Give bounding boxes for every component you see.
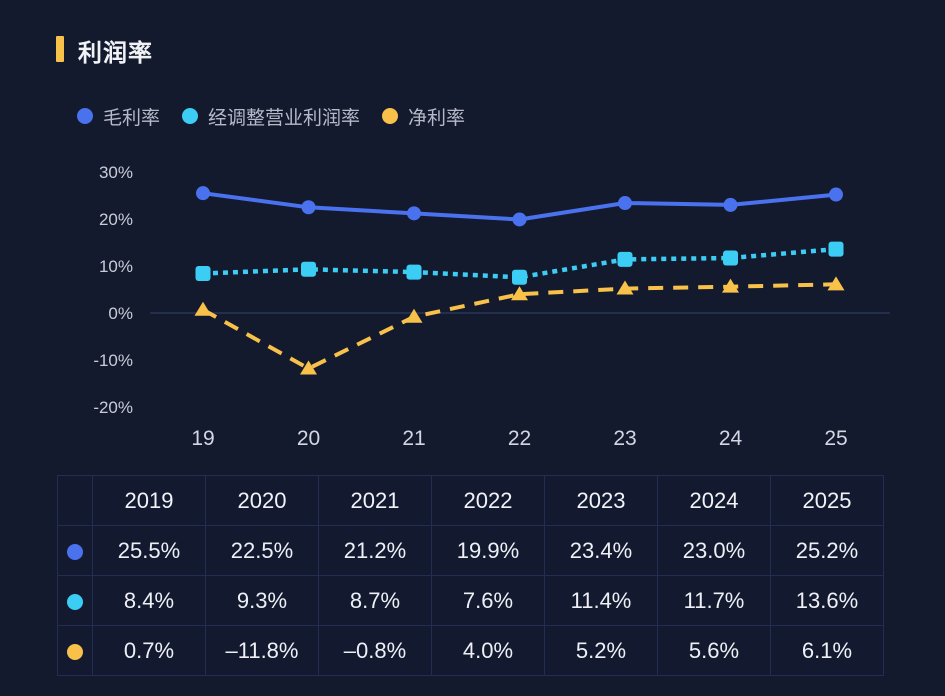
x-tick-label: 19 bbox=[191, 427, 214, 450]
row-key bbox=[57, 525, 93, 576]
table-cell: 11.7% bbox=[657, 575, 771, 626]
x-axis: 19 20 21 22 23 24 25 bbox=[191, 427, 847, 450]
x-tick-label: 24 bbox=[719, 427, 743, 450]
table-cell: 6.1% bbox=[770, 625, 884, 676]
x-tick-label: 21 bbox=[402, 427, 425, 450]
table-header-year: 2021 bbox=[318, 475, 432, 526]
gross-margin-dot-icon bbox=[67, 543, 83, 560]
data-point-gross-22 bbox=[512, 212, 527, 227]
legend: 毛利率 经调整营业利润率 净利率 bbox=[77, 103, 487, 129]
data-point-gross-20 bbox=[301, 200, 316, 215]
series-adjusted bbox=[195, 241, 844, 285]
data-point-adjusted-24 bbox=[723, 250, 738, 266]
row-key bbox=[57, 575, 93, 626]
adjusted-margin-dot-icon bbox=[67, 593, 83, 610]
data-point-gross-25 bbox=[829, 187, 843, 202]
table-header-year: 2024 bbox=[657, 475, 771, 526]
x-tick-label: 25 bbox=[824, 427, 847, 450]
y-tick-label: -20% bbox=[93, 398, 133, 417]
row-key bbox=[57, 625, 93, 676]
table-cell: 9.3% bbox=[205, 575, 319, 626]
table-cell: 21.2% bbox=[318, 525, 432, 576]
x-tick-label: 20 bbox=[297, 427, 320, 450]
table-cell: 13.6% bbox=[770, 575, 884, 626]
y-tick-label: -10% bbox=[93, 351, 133, 370]
legend-dot-gross-margin bbox=[77, 108, 93, 124]
table-corner-cell bbox=[57, 475, 93, 526]
data-point-gross-19 bbox=[196, 186, 210, 201]
y-axis: 30% 20% 10% 0% -10% -20% bbox=[93, 163, 133, 417]
table-cell: –11.8% bbox=[205, 625, 319, 676]
legend-dot-adjusted-operating-margin bbox=[182, 108, 199, 124]
table-cell: 22.5% bbox=[205, 525, 319, 576]
table-row-net-margin: 0.7% –11.8% –0.8% 4.0% 5.2% 5.6% 6.1% bbox=[57, 625, 884, 676]
series-gross bbox=[196, 186, 843, 227]
data-point-gross-24 bbox=[723, 197, 738, 212]
table-header-year: 2022 bbox=[431, 475, 545, 526]
table-cell: 23.0% bbox=[657, 525, 771, 576]
legend-item-adjusted-operating-margin[interactable]: 经调整营业利润率 bbox=[182, 103, 360, 130]
data-point-net-24 bbox=[722, 278, 739, 293]
y-tick-label: 0% bbox=[108, 304, 133, 323]
x-tick-label: 22 bbox=[508, 427, 531, 450]
data-point-net-21 bbox=[405, 308, 423, 323]
data-point-net-19 bbox=[194, 301, 212, 316]
series-group bbox=[194, 186, 845, 375]
table-cell: 7.6% bbox=[431, 575, 545, 626]
table-row-gross-margin: 25.5% 22.5% 21.2% 19.9% 23.4% 23.0% 25.2… bbox=[57, 525, 884, 576]
table-cell: 5.2% bbox=[544, 625, 658, 676]
data-point-adjusted-25 bbox=[828, 241, 844, 257]
legend-item-net-margin[interactable]: 净利率 bbox=[382, 103, 465, 130]
table-row-adjusted-operating-margin: 8.4% 9.3% 8.7% 7.6% 11.4% 11.7% 13.6% bbox=[57, 575, 884, 626]
y-tick-label: 10% bbox=[99, 257, 133, 276]
data-table: 2019 2020 2021 2022 2023 2024 2025 25.5%… bbox=[57, 475, 884, 676]
data-point-adjusted-23 bbox=[617, 251, 633, 267]
line-chart: 30% 20% 10% 0% -10% -20% 19 20 21 22 23 24 25 bbox=[93, 163, 890, 450]
data-point-net-23 bbox=[616, 280, 634, 295]
table-cell: 25.5% bbox=[92, 525, 206, 576]
legend-label: 经调整营业利润率 bbox=[208, 107, 361, 129]
table-cell: 5.6% bbox=[657, 625, 771, 676]
table-cell: –0.8% bbox=[318, 625, 432, 676]
table-header-year: 2020 bbox=[205, 475, 319, 526]
table-header-year: 2025 bbox=[770, 475, 884, 526]
data-point-gross-23 bbox=[618, 196, 632, 211]
data-point-adjusted-19 bbox=[195, 266, 211, 282]
y-tick-label: 30% bbox=[99, 163, 133, 182]
x-tick-label: 23 bbox=[613, 427, 636, 450]
table-cell: 4.0% bbox=[431, 625, 545, 676]
table-cell: 25.2% bbox=[770, 525, 884, 576]
data-point-net-25 bbox=[827, 276, 845, 291]
table-cell: 8.4% bbox=[92, 575, 206, 626]
table-header-year: 2023 bbox=[544, 475, 658, 526]
table-header-year: 2019 bbox=[92, 475, 206, 526]
table-cell: 8.7% bbox=[318, 575, 432, 626]
legend-dot-net-margin bbox=[382, 108, 399, 124]
table-header-row: 2019 2020 2021 2022 2023 2024 2025 bbox=[57, 475, 884, 526]
legend-label: 净利率 bbox=[408, 107, 466, 129]
table-cell: 0.7% bbox=[92, 625, 206, 676]
legend-label: 毛利率 bbox=[103, 107, 161, 129]
data-point-adjusted-22 bbox=[512, 269, 527, 285]
series-net bbox=[194, 276, 845, 375]
data-point-adjusted-21 bbox=[406, 264, 422, 280]
data-point-adjusted-20 bbox=[301, 261, 316, 277]
net-margin-dot-icon bbox=[67, 643, 83, 660]
table-cell: 19.9% bbox=[431, 525, 545, 576]
table-cell: 11.4% bbox=[544, 575, 658, 626]
data-point-net-20 bbox=[300, 360, 317, 375]
table-cell: 23.4% bbox=[544, 525, 658, 576]
y-tick-label: 20% bbox=[99, 210, 133, 229]
data-point-net-22 bbox=[511, 286, 528, 301]
chart-title: 利润率 bbox=[78, 40, 153, 67]
legend-item-gross-margin[interactable]: 毛利率 bbox=[77, 103, 160, 130]
data-point-gross-21 bbox=[407, 206, 421, 221]
title-accent-bar bbox=[56, 36, 64, 62]
